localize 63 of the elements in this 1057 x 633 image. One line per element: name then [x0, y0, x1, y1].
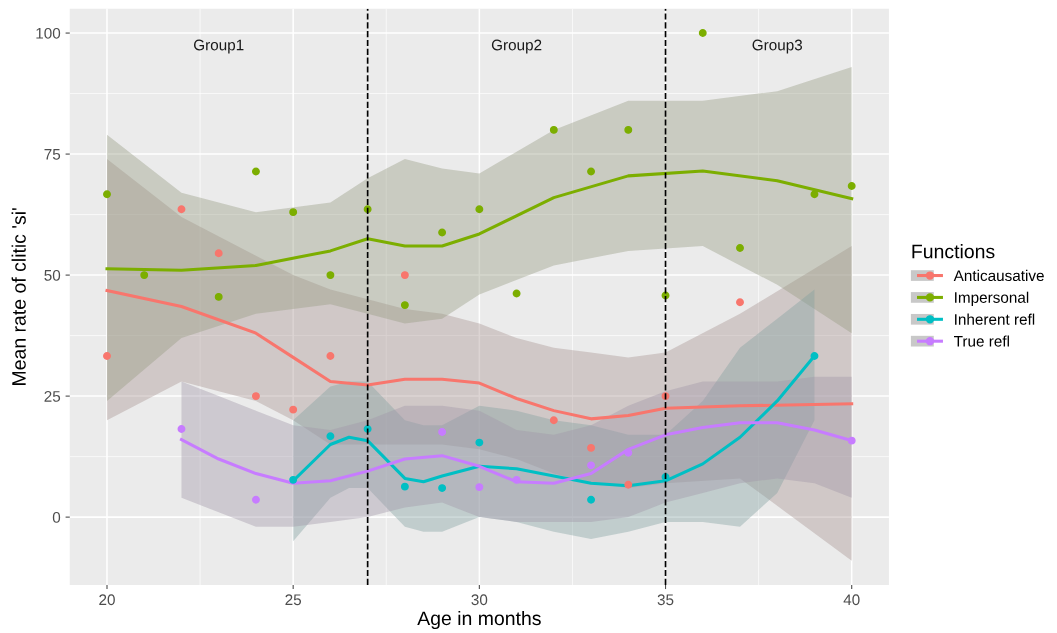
point: [736, 244, 744, 252]
point: [438, 228, 447, 237]
point: [214, 292, 223, 301]
point: [587, 461, 596, 470]
annotation: Group2: [491, 39, 542, 54]
point: [587, 495, 596, 504]
point: [289, 208, 298, 217]
point: [214, 249, 223, 258]
point: [698, 29, 707, 38]
x-tick-label: 25: [285, 594, 302, 606]
point: [326, 432, 335, 441]
point: [549, 416, 558, 425]
point: [438, 427, 447, 436]
x-tick-label: 20: [99, 594, 115, 606]
y-axis-title: Mean rate of clitic 'si': [11, 208, 26, 385]
point: [103, 190, 111, 199]
y-tick-label: 25: [44, 390, 61, 402]
point: [810, 190, 819, 199]
legend-label: True refl: [954, 335, 1009, 347]
x-tick-label: 40: [843, 594, 860, 606]
legend-label: Impersonal: [955, 291, 1029, 306]
point: [400, 301, 409, 310]
point: [251, 167, 260, 176]
point: [251, 495, 260, 504]
point: [624, 125, 633, 134]
y-tick-label: 50: [44, 269, 61, 281]
point: [624, 480, 633, 489]
y-tick-label: 75: [44, 149, 61, 160]
point: [512, 475, 521, 484]
point: [549, 125, 558, 134]
point: [289, 475, 298, 484]
point: [847, 436, 856, 445]
point: [289, 405, 298, 414]
point: [512, 289, 521, 298]
y-tick-label: 0: [52, 511, 61, 523]
point: [326, 351, 335, 360]
x-axis-title: Age in months: [417, 610, 541, 630]
point: [400, 271, 409, 280]
point: [736, 298, 744, 307]
x-tick-label: 30: [471, 594, 488, 606]
point: [326, 271, 335, 280]
point: [251, 392, 260, 401]
point: [475, 483, 484, 492]
point: [177, 205, 186, 214]
point: [140, 271, 149, 280]
point: [400, 482, 409, 491]
annotation: Group1: [193, 39, 244, 54]
point: [810, 351, 819, 360]
legend-label: Anticausative: [953, 269, 1044, 282]
line-series: [105, 289, 854, 421]
legend-label: Inherent refl: [955, 313, 1035, 325]
legend-title: Functions: [912, 244, 995, 259]
x-tick-label: 35: [657, 594, 674, 606]
point: [475, 438, 484, 447]
y-tick-label: 100: [36, 27, 61, 39]
point: [847, 182, 856, 190]
annotation: Group3: [752, 39, 803, 54]
point: [103, 351, 111, 360]
point: [587, 167, 596, 176]
point: [475, 205, 484, 214]
point: [177, 425, 186, 433]
point: [438, 484, 447, 493]
point: [587, 443, 596, 452]
